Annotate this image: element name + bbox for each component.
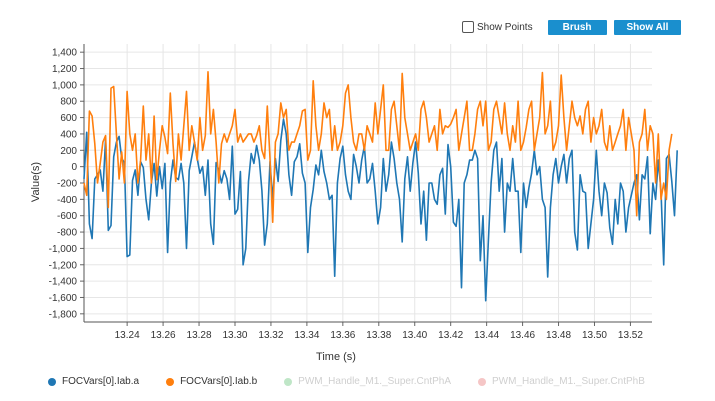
legend-marker-icon	[48, 377, 56, 386]
plot-area	[83, 71, 678, 302]
legend-label: FOCVars[0].Iab.b	[180, 376, 258, 387]
x-tick-label: 13.28	[187, 330, 212, 341]
series-line-1	[83, 118, 678, 302]
y-tick-label: -1,400	[49, 277, 78, 288]
chart-toolbar: Show Points Brush Show All	[462, 18, 682, 36]
x-tick-label: 13.50	[582, 330, 607, 341]
x-tick-label: 13.30	[222, 330, 247, 341]
x-tick-label: 13.52	[618, 330, 643, 341]
x-tick-label: 13.38	[366, 330, 391, 341]
chart-legend: FOCVars[0].Iab.a FOCVars[0].Iab.b PWM_Ha…	[48, 376, 672, 387]
y-tick-label: 1,200	[52, 64, 77, 75]
show-points-checkbox[interactable]	[462, 21, 474, 33]
x-tick-label: 13.26	[151, 330, 176, 341]
legend-marker-icon	[478, 377, 487, 386]
legend-label: PWM_Handle_M1._Super.CntPhB	[492, 376, 645, 387]
legend-label: PWM_Handle_M1._Super.CntPhA	[298, 376, 452, 387]
y-tick-label: 200	[60, 146, 77, 157]
legend-item-series-1[interactable]: FOCVars[0].Iab.a	[48, 376, 139, 387]
show-points-label: Show Points	[477, 21, 533, 33]
legend-marker-icon	[284, 377, 293, 386]
y-tick-label: -600	[57, 211, 77, 222]
series-line-2	[83, 71, 673, 223]
y-tick-label: -800	[57, 228, 77, 239]
x-tick-label: 13.40	[402, 330, 427, 341]
brush-button[interactable]: Brush	[547, 19, 607, 35]
y-axis: 1,400 1,200 1,000 800 600 400 200 0 -200 -400 -600…	[49, 44, 85, 322]
y-tick-label: -400	[57, 195, 77, 206]
y-tick-label: -1,000	[49, 244, 78, 255]
y-tick-label: -1,200	[49, 260, 78, 271]
x-tick-label: 13.44	[474, 330, 499, 341]
x-axis-label: Time (s)	[316, 351, 356, 363]
y-tick-label: 400	[60, 129, 77, 140]
show-all-button[interactable]: Show All	[613, 19, 682, 35]
y-tick-label: 1,400	[52, 48, 77, 59]
x-tick-label: 13.46	[510, 330, 535, 341]
x-tick-label: 13.42	[438, 330, 463, 341]
y-tick-label: 800	[60, 97, 77, 108]
x-axis: 13.24 13.26 13.28 13.30 13.32 13.34 13.36 13.38…	[84, 321, 652, 341]
x-tick-label: 13.32	[258, 330, 283, 341]
legend-item-series-3[interactable]: PWM_Handle_M1._Super.CntPhA	[284, 376, 451, 387]
y-tick-label: -1,600	[49, 293, 78, 304]
y-axis-label: Value(s)	[30, 162, 42, 202]
x-tick-label: 13.48	[546, 330, 571, 341]
y-tick-label: 0	[71, 162, 77, 173]
legend-label: FOCVars[0].Iab.a	[62, 376, 140, 387]
legend-item-series-2[interactable]: FOCVars[0].Iab.b	[166, 376, 257, 387]
x-tick-label: 13.36	[330, 330, 355, 341]
show-points-toggle[interactable]: Show Points	[462, 21, 533, 33]
y-tick-label: 600	[60, 113, 77, 124]
legend-marker-icon	[166, 377, 175, 386]
y-tick-label: -1,800	[49, 309, 78, 320]
y-tick-label: -200	[57, 179, 77, 190]
y-tick-label: 1,000	[52, 80, 77, 91]
x-tick-label: 13.24	[115, 330, 140, 341]
legend-item-series-4[interactable]: PWM_Handle_M1._Super.CntPhB	[478, 376, 645, 387]
x-tick-label: 13.34	[294, 330, 319, 341]
